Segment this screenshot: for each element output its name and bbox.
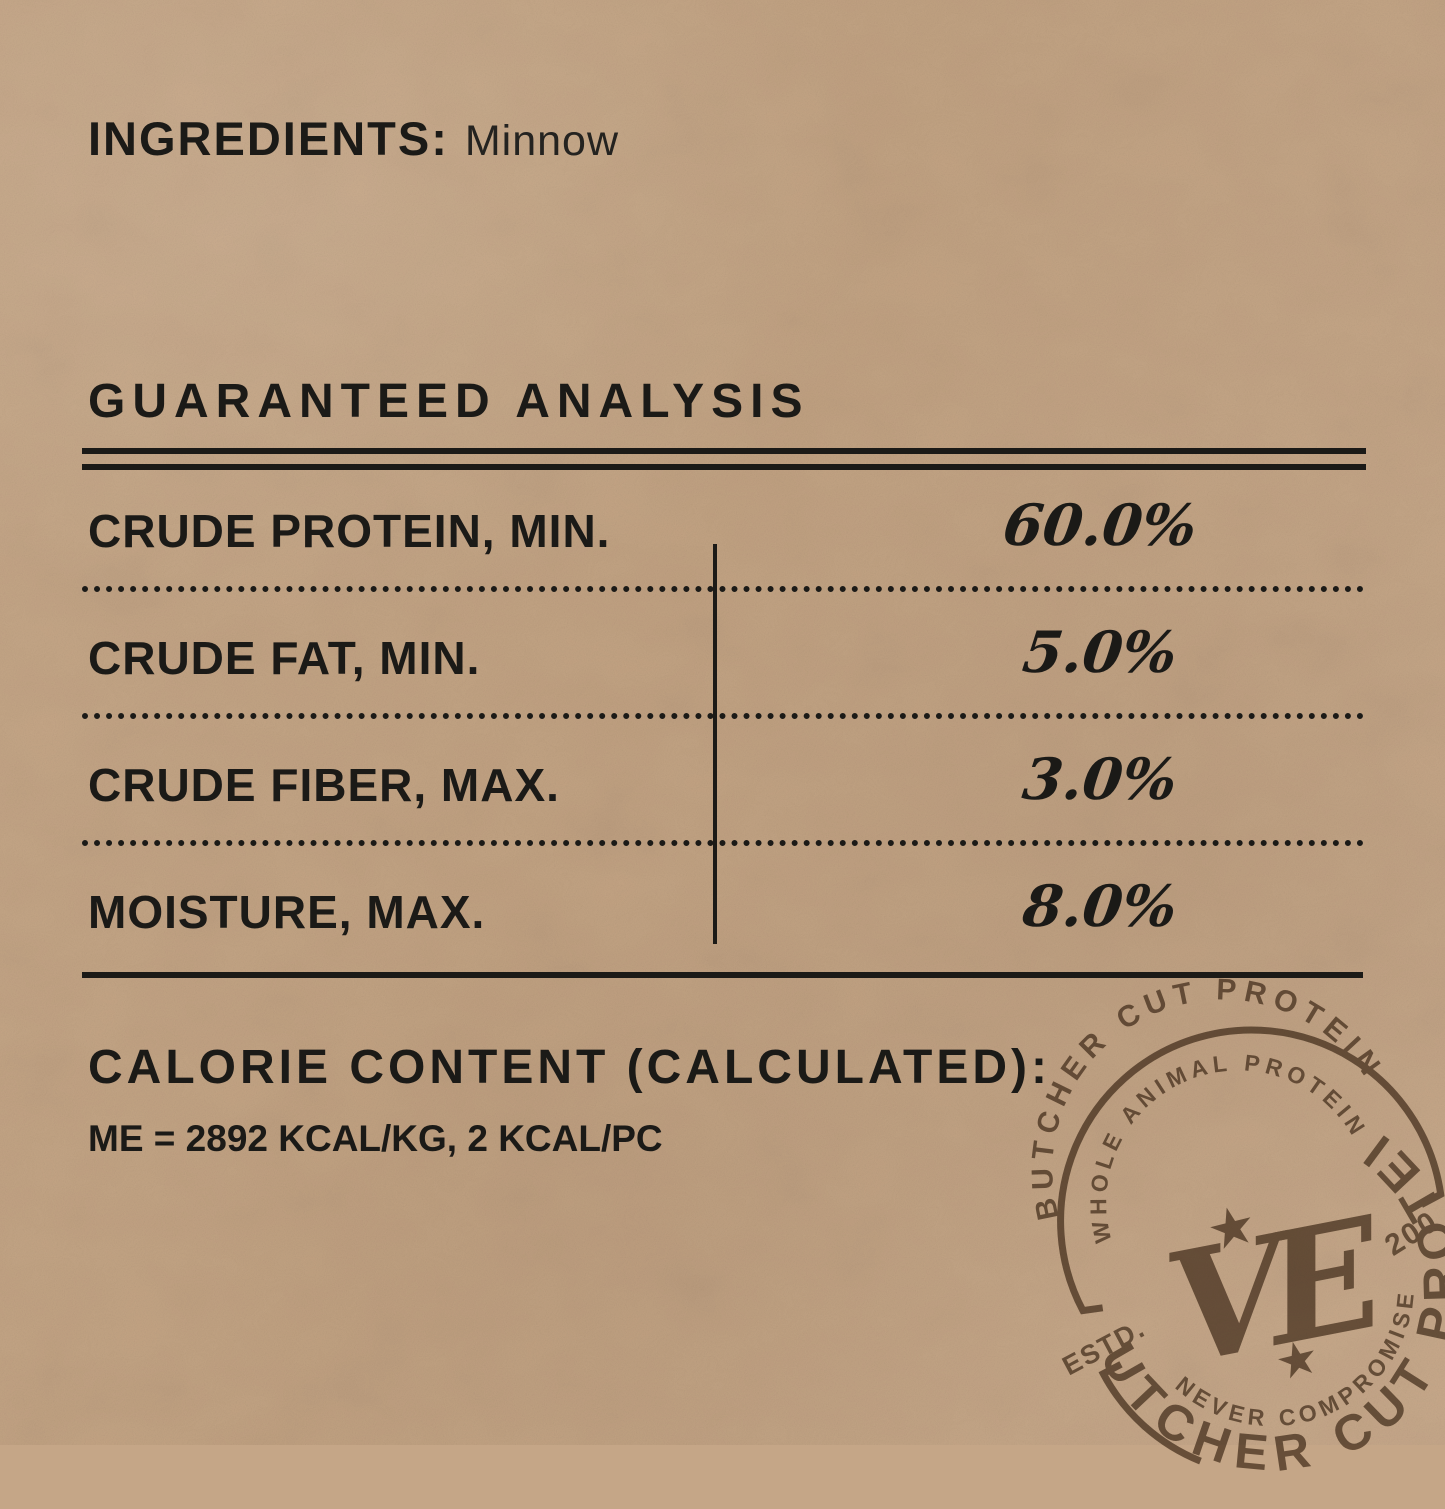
row-label-crude-fiber: CRUDE FIBER, MAX. [88,759,560,811]
row-value-crude-protein: 60.0% [999,492,1201,559]
dotted-separator [82,840,1364,846]
guaranteed-analysis-title: GUARANTEED ANALYSIS [88,375,810,428]
calorie-content-value: ME = 2892 KCAL/KG, 2 KCAL/PC [88,1118,663,1159]
dotted-separator [82,586,1364,592]
ve-stamp-logo: BUTCHER CUT PROTEIN WHOLE ANIMAL PROTEIN… [1026,973,1445,1504]
row-label-crude-protein: CRUDE PROTEIN, MIN. [88,505,611,557]
ingredients-line: INGREDIENTS: Minnow [88,112,619,168]
dotted-separator [82,713,1364,719]
row-label-crude-fat: CRUDE FAT, MIN. [88,632,481,684]
table-column-divider [713,544,717,944]
table-bottom-rule [82,972,1363,978]
double-rule [82,448,1366,470]
calorie-content-title: CALORIE CONTENT (CALCULATED): [88,1041,1052,1094]
ingredients-label: INGREDIENTS: [88,112,449,165]
row-value-moisture: 8.0% [1019,873,1181,940]
row-value-crude-fat: 5.0% [1019,619,1181,686]
row-label-moisture: MOISTURE, MAX. [88,886,486,938]
row-value-crude-fiber: 3.0% [1019,746,1181,813]
ingredients-value: Minnow [464,117,620,165]
